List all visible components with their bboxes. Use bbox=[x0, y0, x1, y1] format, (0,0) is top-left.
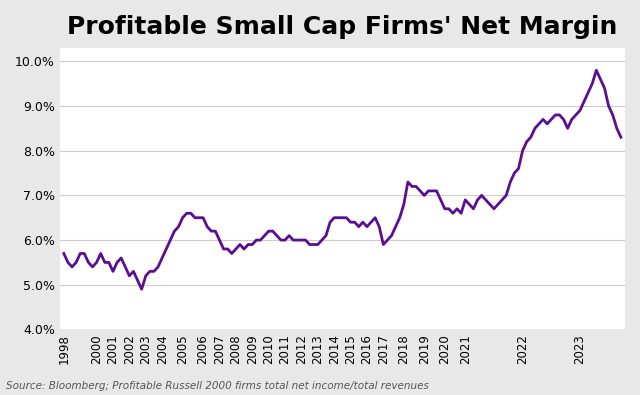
Title: Profitable Small Cap Firms' Net Margin: Profitable Small Cap Firms' Net Margin bbox=[67, 15, 618, 39]
Text: Source: Bloomberg; Profitable Russell 2000 firms total net income/total revenues: Source: Bloomberg; Profitable Russell 20… bbox=[6, 381, 429, 391]
